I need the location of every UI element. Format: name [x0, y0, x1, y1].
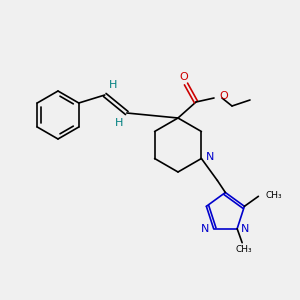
Text: N: N	[206, 152, 214, 163]
Text: N: N	[201, 224, 210, 234]
Text: CH₃: CH₃	[236, 245, 253, 254]
Text: O: O	[219, 91, 228, 101]
Text: O: O	[180, 72, 188, 82]
Text: CH₃: CH₃	[266, 191, 282, 200]
Text: H: H	[115, 118, 123, 128]
Text: H: H	[109, 80, 117, 90]
Text: N: N	[241, 224, 250, 234]
